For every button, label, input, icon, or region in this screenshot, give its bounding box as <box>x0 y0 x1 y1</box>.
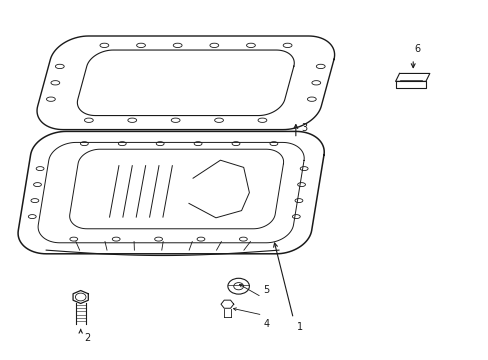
Text: 1: 1 <box>297 322 303 332</box>
Text: 5: 5 <box>263 285 269 295</box>
Text: 2: 2 <box>84 333 91 343</box>
Text: 4: 4 <box>264 319 270 329</box>
Text: 6: 6 <box>414 44 420 54</box>
Text: 3: 3 <box>301 123 307 133</box>
